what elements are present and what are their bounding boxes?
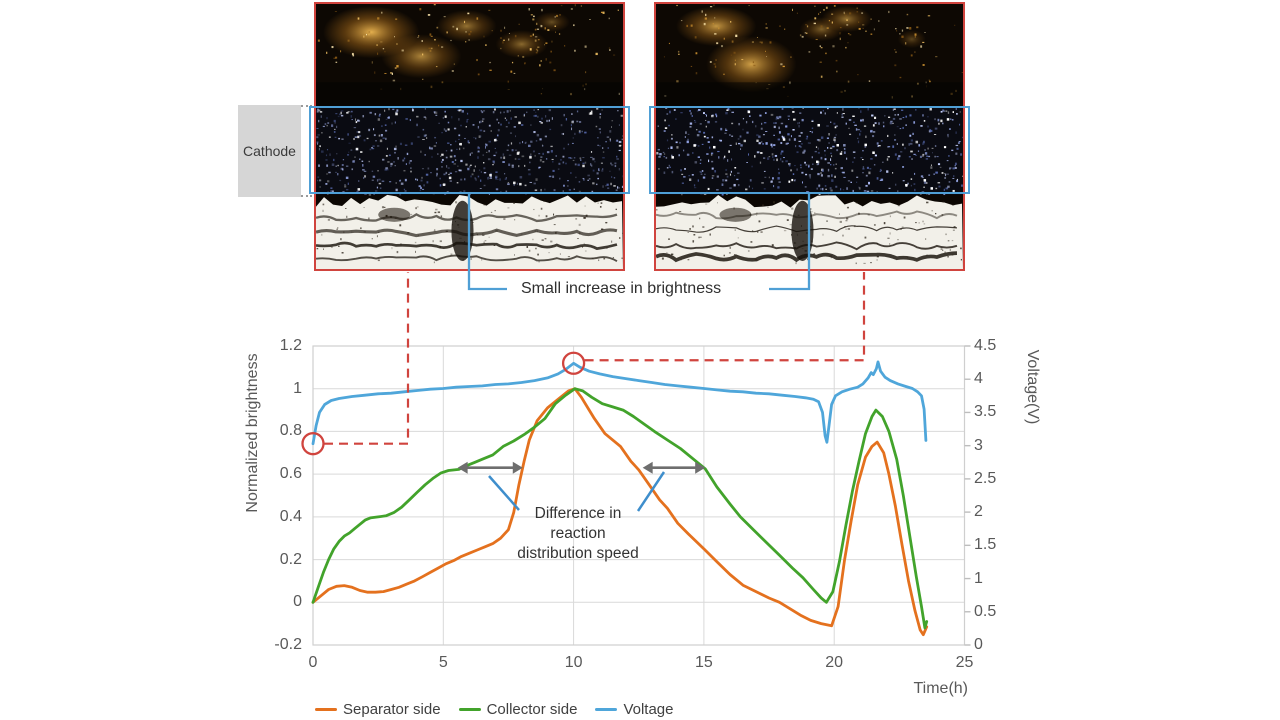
tick-label: 3.5 [974, 403, 997, 421]
brightness-note: Small increase in brightness [521, 280, 722, 297]
legend-label: Collector side [486, 701, 578, 718]
series-voltage [311, 360, 928, 446]
dashed-connector-left [324, 272, 410, 445]
tick-label: 4 [974, 370, 983, 388]
speed-note: Difference in reaction distribution spee… [487, 504, 669, 564]
tick-label: 0 [974, 636, 983, 653]
dotted-connector-bottom [301, 195, 312, 197]
tick-label: 0 [308, 654, 318, 671]
highlight-box-right [649, 106, 970, 194]
arrowhead-left [642, 461, 653, 474]
tick-label: 0.4 [279, 507, 302, 525]
micrograph-before [314, 2, 625, 271]
tick-label: 2.5 [974, 469, 997, 487]
arrowhead-right [512, 461, 523, 474]
arrowhead-right [695, 461, 706, 474]
legend-label: Separator side [343, 701, 441, 718]
tick-label: 15 [694, 654, 713, 671]
legend-swatch [458, 707, 481, 712]
tick-label: 0.8 [279, 422, 302, 440]
tick-label: 0.6 [279, 465, 302, 483]
tick-label: 0 [293, 593, 302, 611]
legend-swatch [315, 707, 337, 712]
note-bracket-right [769, 194, 811, 291]
tick-label: 3 [974, 436, 983, 454]
cathode-label-box: Cathode [238, 105, 301, 197]
marker-circle [561, 351, 586, 375]
tick-label: 1 [293, 379, 302, 397]
highlight-box-left [309, 106, 630, 194]
dashed-connector-right [584, 272, 866, 362]
cathode-label: Cathode [243, 143, 296, 159]
legend-item-separator-side: Separator side [315, 701, 441, 718]
tick-label: 10 [564, 654, 583, 671]
speed-note-line2: reaction [550, 525, 606, 542]
tick-label: 1.5 [974, 536, 997, 554]
pointer-line-left [488, 475, 520, 511]
series-separator-side [311, 387, 929, 637]
speed-note-line1: Difference in [534, 505, 622, 522]
tick-label: 5 [438, 654, 448, 671]
tick-label: 0.5 [974, 602, 997, 620]
tick-label: 1 [974, 569, 983, 587]
series-collector-side [311, 387, 929, 630]
chart-legend: Separator side Collector side Voltage [315, 701, 673, 718]
tick-label: 2 [974, 503, 983, 521]
tick-label: -0.2 [274, 636, 302, 653]
legend-label: Voltage [623, 701, 674, 718]
tick-label: 25 [955, 654, 974, 671]
pointer-line-right [636, 471, 666, 512]
legend-item-collector-side: Collector side [458, 701, 578, 718]
tick-label: 0.2 [279, 550, 302, 568]
tick-label: 4.5 [974, 337, 997, 354]
tick-label: 1.2 [279, 337, 302, 354]
speed-note-line3: distribution speed [517, 545, 639, 562]
tick-label: 20 [825, 654, 844, 671]
marker-circle [301, 432, 325, 456]
legend-item-voltage: Voltage [595, 701, 673, 718]
plot-border [312, 345, 966, 646]
legend-swatch [595, 707, 618, 712]
note-bracket-left [467, 194, 507, 291]
dotted-connector-top [301, 105, 312, 107]
arrowhead-left [457, 461, 468, 474]
micrograph-after [654, 2, 965, 271]
x-axis-title: Time(h) [913, 680, 968, 697]
